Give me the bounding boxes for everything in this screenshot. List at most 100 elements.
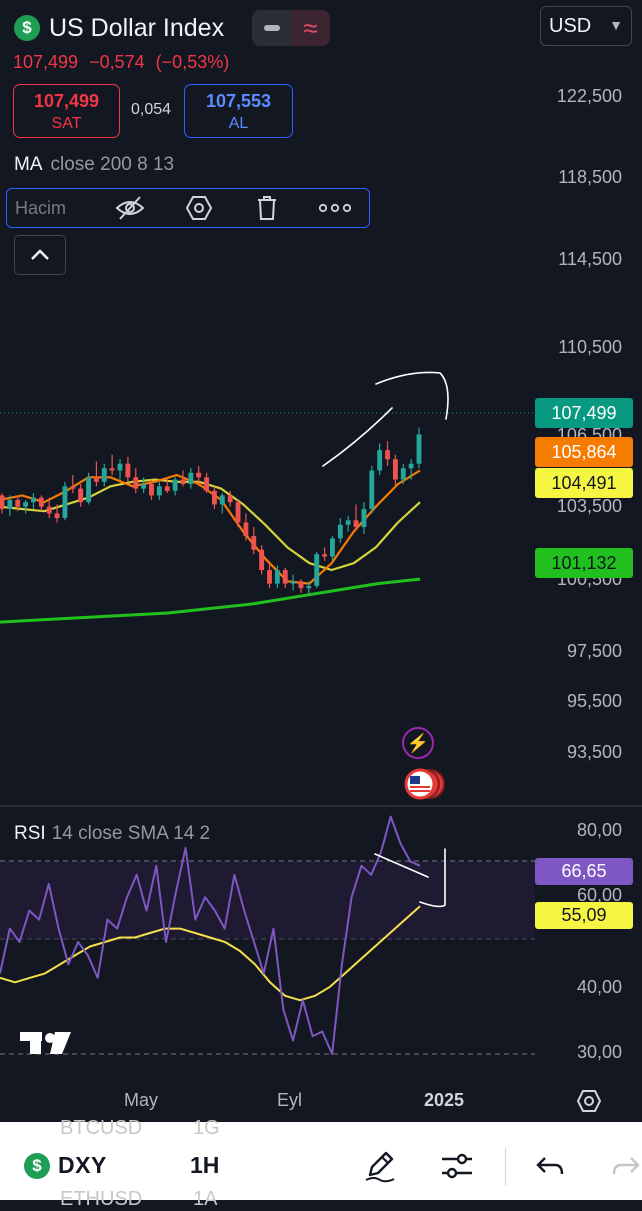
candle-up (369, 470, 375, 509)
volume-indicator-toolbar: Hacim (6, 188, 370, 228)
candle-up (306, 585, 312, 589)
collapse-legend-button[interactable] (14, 235, 66, 275)
candle-up (416, 434, 422, 464)
candle-down (282, 570, 288, 584)
ma-legend[interactable]: MA close 200 8 13 (14, 154, 174, 176)
buy-label: AL (228, 115, 249, 132)
sell-label: SAT (51, 115, 82, 132)
buy-button[interactable]: 107,553 AL (184, 84, 293, 138)
symbol-header[interactable]: $ US Dollar Index (14, 10, 224, 46)
dollar-icon: $ (14, 15, 40, 41)
rsi-legend[interactable]: RSI 14 close SMA 14 2 (14, 823, 210, 845)
chart-mode-toggle[interactable]: ≈ (252, 10, 330, 46)
symbol-title: US Dollar Index (49, 13, 225, 42)
ma-legend-params: close 200 8 13 (50, 154, 175, 175)
us-flag-event-icon[interactable] (402, 767, 446, 801)
candle-down (125, 463, 131, 478)
candle-down (149, 484, 154, 496)
settings-hexagon-icon[interactable] (165, 195, 233, 221)
spread-value: 0,054 (131, 101, 172, 118)
candle-down (235, 502, 241, 523)
interval-selector[interactable]: 1H (190, 1152, 220, 1178)
candle-down (46, 506, 52, 514)
indicators-sliders-icon[interactable] (437, 1146, 477, 1186)
candle-up (62, 486, 68, 519)
arch-drawing (375, 371, 449, 420)
time-axis-label: May (124, 1090, 159, 1110)
candle-up (337, 524, 343, 539)
rsi-axis-label: 80,00 (576, 820, 622, 840)
undo-icon[interactable] (530, 1146, 570, 1186)
ma-200-line (0, 577, 421, 624)
wave-icon[interactable]: ≈ (291, 10, 330, 46)
sell-price: 107,499 (33, 91, 100, 111)
candle-down (251, 536, 257, 550)
lightning-icon[interactable]: ⚡ (402, 727, 434, 759)
candle-down (133, 477, 139, 489)
candle-up (31, 497, 36, 503)
ghost-interval-above: 1G (193, 1117, 220, 1139)
candle-down (298, 581, 304, 589)
currency-select[interactable]: USD ▼ (540, 6, 632, 46)
candle-up (377, 450, 383, 471)
price-change: −0,574 (89, 52, 145, 72)
ma-orange-badge: 105,864 (535, 437, 633, 467)
candle-down (196, 472, 202, 478)
ma-green-badge: 101,132 (535, 548, 633, 578)
rsi-axis-label: 60,00 (576, 885, 622, 905)
candle-down (322, 554, 328, 557)
candle-up (86, 477, 91, 503)
candle-down (227, 495, 233, 503)
chevron-down-icon: ▼ (609, 17, 623, 33)
candle-down (385, 450, 390, 460)
currency-value: USD (549, 14, 592, 37)
eye-crossed-icon[interactable] (96, 195, 164, 221)
rsi-axis-label: 40,00 (576, 977, 622, 997)
candle-up (330, 538, 335, 557)
ghost-symbol-above: BTCUSD (60, 1117, 143, 1139)
rsi-angle-drawing (374, 853, 429, 878)
sell-button[interactable]: 107,499 SAT (13, 84, 120, 138)
candle-up (361, 508, 367, 528)
candle-up (156, 486, 162, 496)
volume-label: Hacim (15, 197, 67, 218)
candle-down (259, 549, 265, 571)
candle-up (314, 554, 320, 586)
candle-up (141, 484, 147, 489)
price-axis-label: 122,500 (556, 86, 622, 106)
candle-down (243, 522, 249, 537)
candle-up (188, 472, 194, 485)
candle-down (353, 520, 359, 528)
more-icon[interactable] (301, 203, 369, 213)
pencil-draw-icon[interactable] (360, 1146, 400, 1186)
symbol-selector[interactable]: $ DXY (24, 1152, 107, 1179)
chart-settings-icon[interactable] (576, 1088, 602, 1119)
candle-up (101, 468, 107, 482)
candle-up (172, 479, 178, 491)
candle-down (180, 479, 186, 485)
candle-up (400, 468, 406, 480)
candle-up (408, 463, 414, 469)
dollar-icon: $ (24, 1152, 50, 1179)
candle-up (290, 581, 296, 584)
candle-down (267, 570, 272, 584)
ma-yellow-badge: 104,491 (535, 468, 633, 498)
candle-down (15, 499, 21, 507)
last-price: 107,499 (13, 52, 79, 72)
minus-icon[interactable] (252, 10, 291, 46)
trash-icon[interactable] (233, 195, 301, 221)
candle-down (54, 513, 60, 519)
chevron-up-icon (31, 249, 49, 260)
candle-down (38, 497, 44, 507)
redo-icon[interactable] (606, 1146, 642, 1186)
candle-up (219, 495, 225, 505)
rsi-legend-name: RSI (14, 823, 46, 844)
last-price-badge: 107,499 (535, 398, 633, 428)
candle-down (109, 468, 115, 471)
price-chart[interactable] (0, 0, 642, 1120)
bottom-symbol-text: DXY (58, 1152, 107, 1178)
candle-up (274, 570, 280, 584)
rsi-value-badge: 66,65 (535, 858, 633, 885)
rsi-bracket-drawing (419, 848, 446, 908)
buy-price: 107,553 (205, 91, 272, 111)
